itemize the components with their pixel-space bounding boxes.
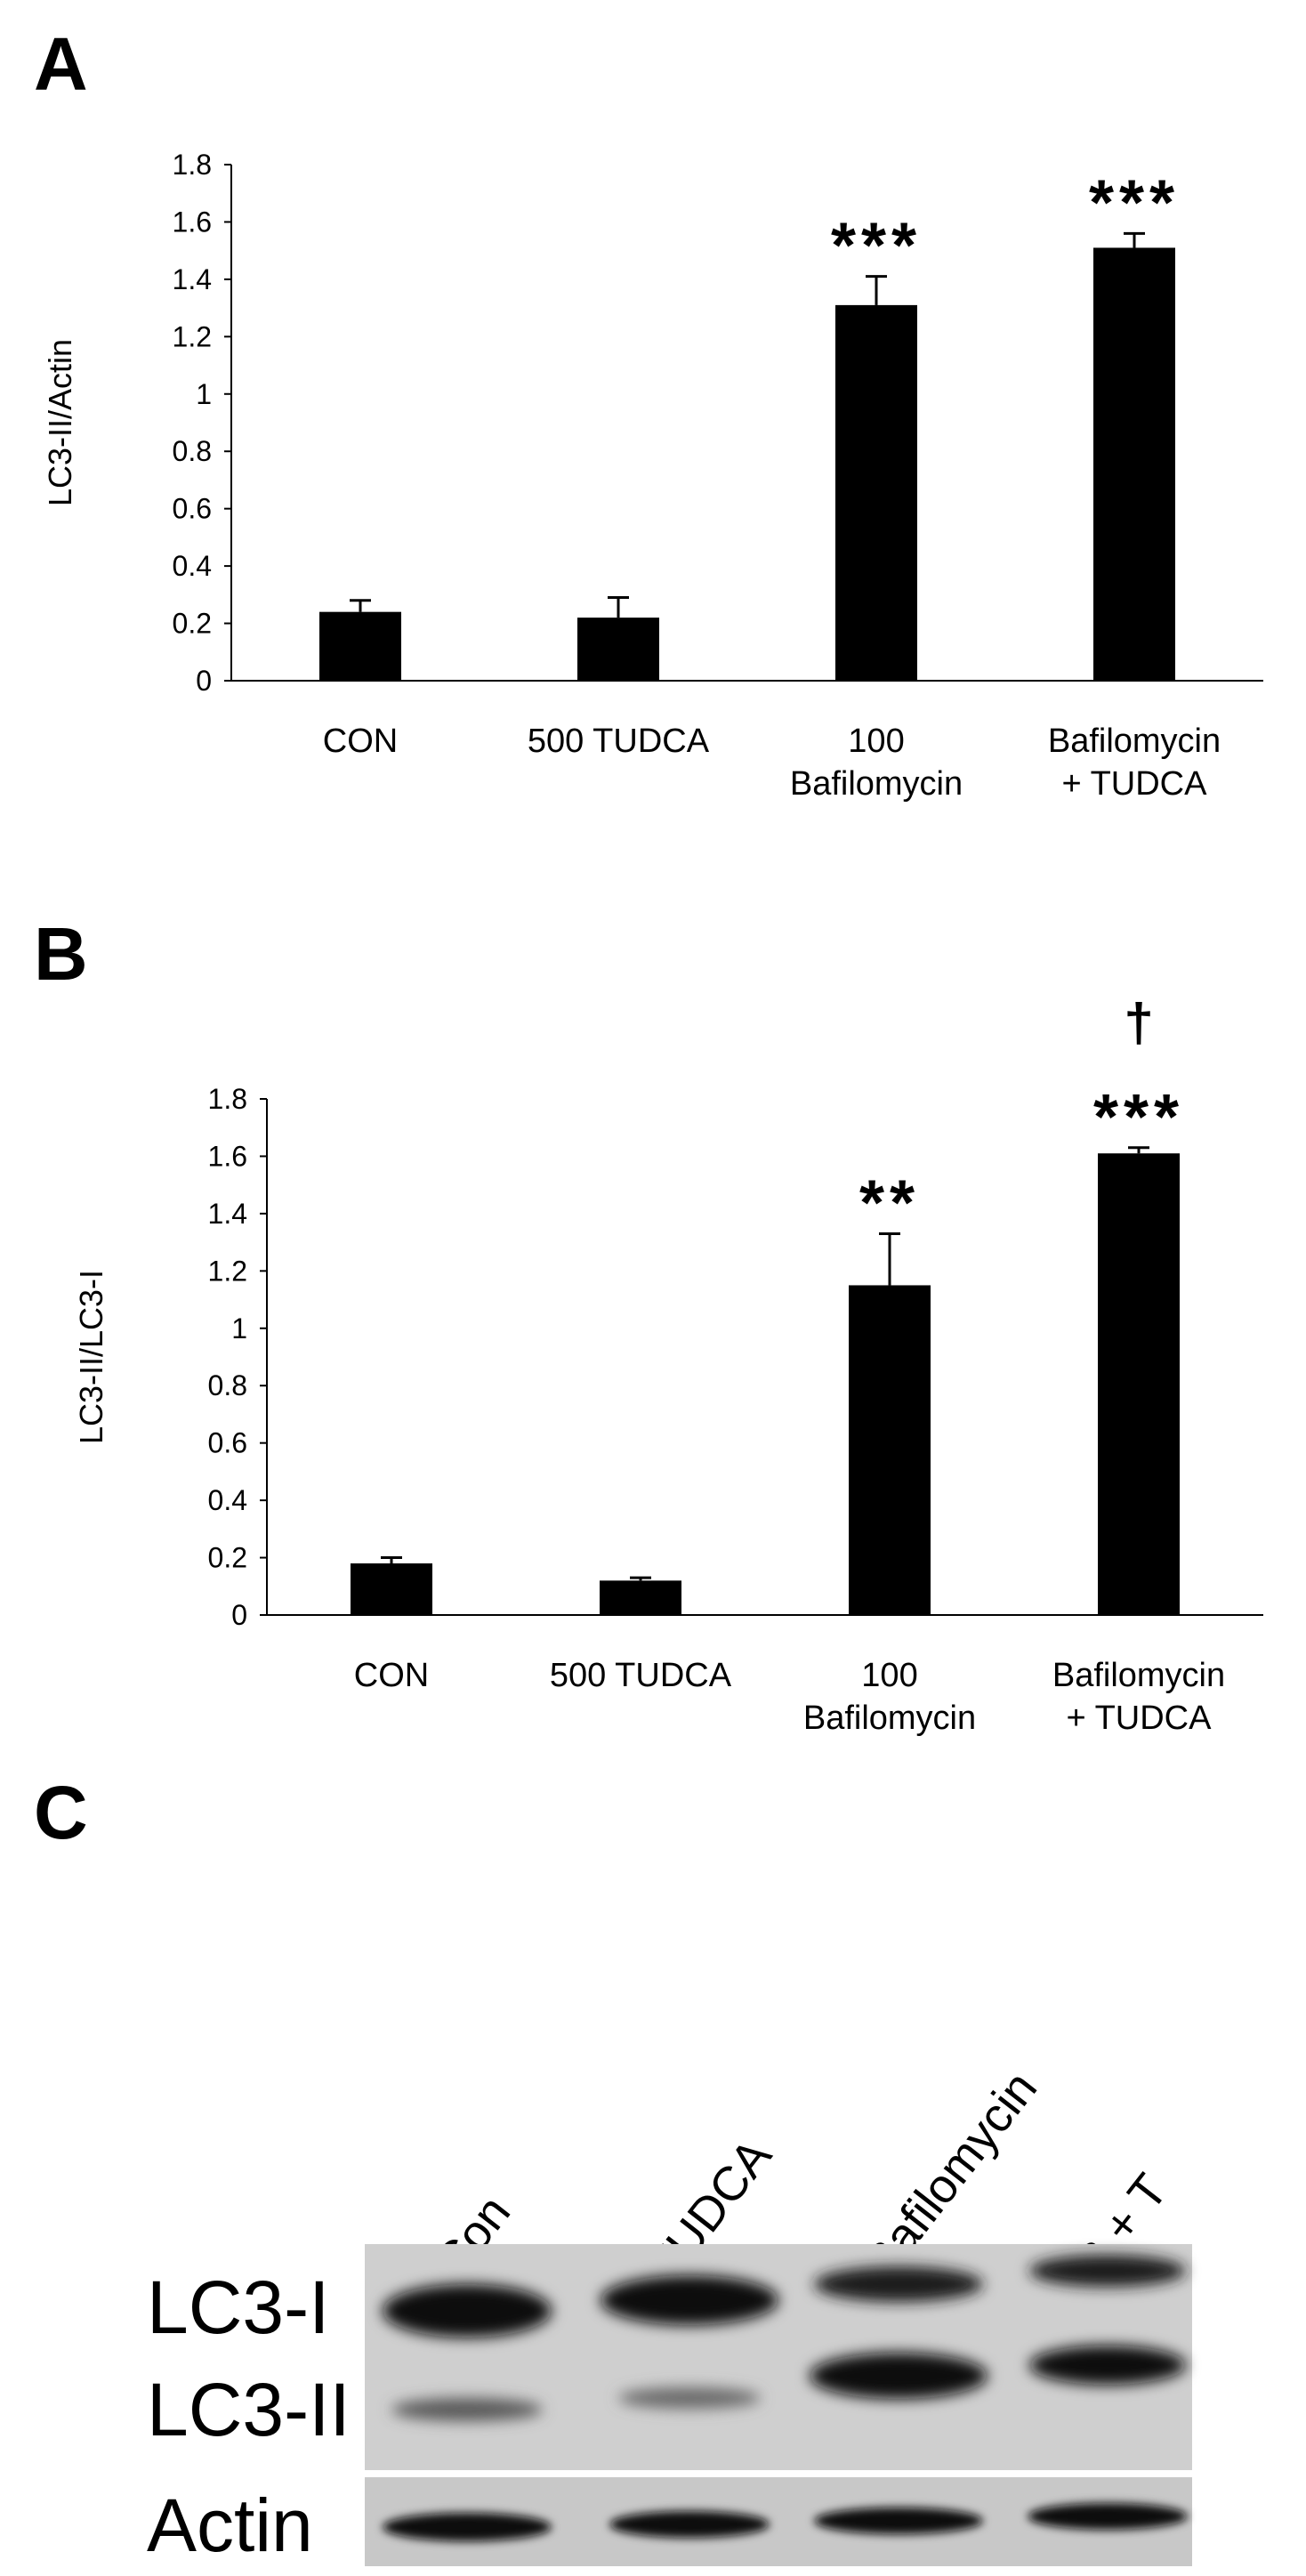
band-actin-con [383,2513,552,2541]
band-actin-tudca [609,2511,770,2538]
y-tick-label: 0 [196,665,212,697]
x-tick-label-con: CON [323,723,398,760]
y-tick-label: 0.2 [208,1542,247,1574]
y-axis-label: LC3-II/LC3-I [73,1270,109,1444]
y-tick-label: 0 [231,1599,247,1631]
x-tick-label-bafilomycin-tudca: Bafilomycin + TUDCA [1048,723,1221,803]
y-tick-label: 0.6 [173,493,212,525]
band-label-lc3-i: LC3-I [147,2265,330,2349]
x-tick-label-bafilomycin-tudca: Bafilomycin + TUDCA [1052,1657,1225,1737]
bar-bafilomycin-tudca [1093,247,1175,681]
significance-100-bafilomycin: ** [859,1167,920,1239]
y-tick-label: 1.2 [173,320,212,352]
significance-100-bafilomycin: *** [831,211,922,282]
y-tick-label: 1.6 [208,1140,247,1172]
y-tick-label: 0.8 [173,435,212,467]
y-tick-label: 0.4 [208,1484,247,1516]
panel-label-b: B [34,912,88,996]
band-label-actin: Actin [147,2483,313,2567]
band-lc3-i-bafilomycin [814,2266,983,2302]
y-tick-label: 1.4 [208,1198,247,1230]
panel-label-c: C [34,1771,88,1854]
x-tick-label-500-tudca: 500 TUDCA [528,723,710,760]
y-tick-label: 0.2 [173,608,212,640]
x-tick-label-con: CON [354,1657,429,1694]
y-tick-label: 1.2 [208,1255,247,1287]
x-tick-label-100-bafilomycin: 100 Bafilomycin [790,723,963,803]
band-lc3-ii-tudca [618,2387,761,2409]
lc3-i-bands [383,2255,1186,2338]
y-tick-label: 0.4 [173,550,212,582]
x-tick-label-100-bafilomycin: 100 Bafilomycin [803,1657,976,1737]
band-lc3-ii-b-plus-t [1029,2346,1186,2385]
bar-500-tudca [577,618,659,681]
actin-bands [383,2503,1188,2541]
band-lc3-i-b-plus-t [1029,2255,1186,2287]
y-tick-label: 1 [196,378,212,410]
chart-b: 0 0.2 0.4 0.6 0.8 1 1.2 1.4 1.6 1.8 LC3-II/LC3-I CO… [0,943,1306,1833]
significance-bafilomycin-tudca: *** [1093,1082,1184,1153]
y-tick-label: 1.8 [173,149,212,181]
chart-a: 0 0.2 0.4 0.6 0.8 1 1.2 1.4 1.6 1.8 LC3-II/Actin CO… [0,116,1306,845]
band-label-lc3-ii: LC3-II [147,2368,351,2451]
lc3-ii-bands [391,2346,1186,2421]
y-tick-label: 0.6 [208,1427,247,1459]
y-axis-label: LC3-II/Actin [42,339,78,506]
bar-500-tudca [600,1580,681,1615]
bar-100-bafilomycin [849,1285,931,1615]
band-actin-b-plus-t [1028,2503,1188,2530]
y-tick-label: 1.6 [173,206,212,238]
bar-100-bafilomycin [835,304,917,681]
chart-a-svg: 0 0.2 0.4 0.6 0.8 1 1.2 1.4 1.6 1.8 LC3-II/Actin CO… [42,149,1263,803]
blot-image [365,2244,1192,2566]
band-actin-bafilomycin [814,2507,983,2534]
y-tick-label: 0.8 [208,1369,247,1401]
band-lc3-ii-con [391,2398,543,2421]
y-tick-label: 1.8 [208,1083,247,1115]
band-lc3-i-tudca [601,2275,778,2325]
dagger-bafilomycin-tudca: † [1124,993,1153,1053]
band-lc3-ii-bafilomycin [810,2353,988,2399]
y-tick-label: 1 [231,1312,247,1345]
x-tick-label-500-tudca: 500 TUDCA [550,1657,732,1694]
y-tick-label: 1.4 [173,263,212,295]
bar-con [319,611,401,681]
significance-bafilomycin-tudca: *** [1089,167,1180,238]
bar-con [351,1563,432,1615]
western-blot: Con TUDCA Bafilomycin B + T LC3-I LC3-II… [0,1842,1306,2572]
panel-label-a: A [34,22,88,106]
bar-bafilomycin-tudca [1098,1153,1180,1615]
band-lc3-i-con [383,2284,552,2338]
chart-b-svg: 0 0.2 0.4 0.6 0.8 1 1.2 1.4 1.6 1.8 LC3-II/LC3-I CO… [73,993,1263,1737]
